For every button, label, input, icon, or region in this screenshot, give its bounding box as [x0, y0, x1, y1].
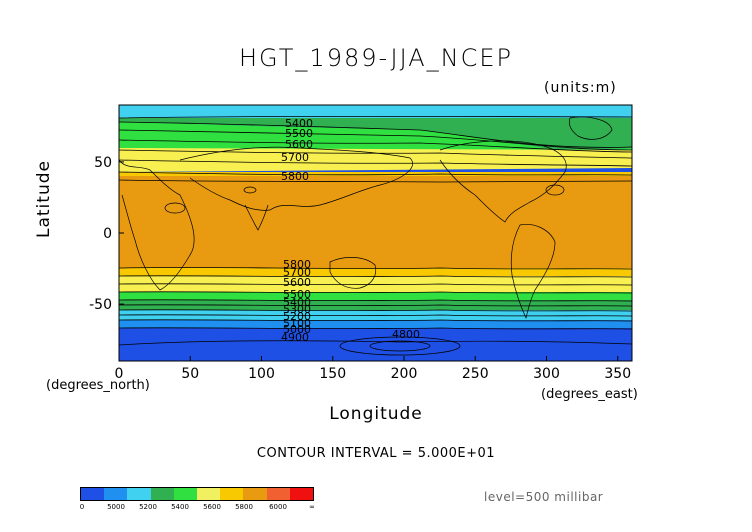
level-label: level=500 millibar: [484, 490, 604, 504]
x-axis-label: Longitude: [329, 404, 423, 424]
x-tick-label: 250: [462, 366, 489, 382]
band-north-yellow: [119, 148, 632, 172]
y-axis-label: Latitude: [34, 160, 54, 238]
x-tick-label: 200: [391, 366, 418, 382]
band-south-cyan: [119, 310, 632, 320]
x-tick-label: 0: [115, 366, 124, 382]
colorbar-segment: [104, 488, 128, 500]
y-tick-label: -50: [89, 297, 112, 313]
band-north-cyan: [119, 105, 632, 118]
colorbar-tick: 5200: [139, 503, 157, 511]
contour-label: 5400: [285, 117, 313, 130]
contour-label: 5600: [285, 138, 313, 151]
contour-lines: [119, 115, 632, 356]
colorbar-tick-labels: 0 5000 5200 5400 5600 5800 6000 ∞: [72, 503, 332, 513]
x-axis-unit-left: (degrees_north): [46, 378, 150, 393]
contour-label: 5000: [283, 323, 311, 336]
y-tick-label: 50: [94, 155, 112, 171]
contour-label: 4900: [281, 331, 309, 344]
contour-label: 5100: [283, 317, 311, 330]
colorbar: [80, 487, 314, 501]
contour-label: 5700: [283, 266, 311, 279]
colorbar-tick: 6000: [269, 503, 287, 511]
coastlines: [119, 116, 632, 346]
x-tick-label: 300: [533, 366, 560, 382]
band-north-lightgreen: [119, 122, 632, 152]
x-tick-label: 50: [181, 366, 199, 382]
map-title: HGT_1989-JJA_NCEP: [238, 44, 514, 72]
colorbar-tick: 5400: [171, 503, 189, 511]
colorbar-tick: 5800: [235, 503, 253, 511]
contour-label: 5800: [283, 258, 311, 271]
contour-label: 5400: [283, 296, 311, 309]
contour-label: 5500: [285, 127, 313, 140]
x-tick-label: 100: [248, 366, 275, 382]
band-tropics-orange: [119, 176, 632, 268]
contour-label: 4800: [392, 328, 420, 341]
contour-label: 5500: [283, 288, 311, 301]
colorbar-tick: 5000: [107, 503, 125, 511]
colorbar-segment: [243, 488, 267, 500]
contour-label: 5800: [281, 170, 309, 183]
colorbar-tick: ∞: [309, 503, 315, 511]
band-south-midblue: [119, 320, 632, 328]
band-south-lightgreen: [119, 292, 632, 300]
x-axis-unit-right: (degrees_east): [541, 387, 638, 402]
contour-label: 5600: [283, 276, 311, 289]
units-label: (units:m): [544, 80, 617, 96]
colorbar-segment: [81, 488, 105, 500]
colorbar-segment: [266, 488, 290, 500]
band-south-yellow: [119, 276, 632, 292]
colorbar-segment: [197, 488, 221, 500]
contour-labels: 5400550056005700580058005700560055005400…: [281, 117, 420, 344]
contour-interval-label: CONTOUR INTERVAL = 5.000E+01: [256, 446, 496, 461]
contour-label: 5700: [281, 151, 309, 164]
y-axis-ticks: 50 0 -50: [89, 155, 124, 313]
colorbar-tick: 5600: [203, 503, 221, 511]
colorbar-segment: [289, 488, 314, 500]
colorbar-segment: [150, 488, 174, 500]
colorbar-segment: [220, 488, 244, 500]
colorbar-segment: [127, 488, 151, 500]
contour-label: 5200: [283, 310, 311, 323]
x-tick-label: 350: [604, 366, 631, 382]
x-axis-ticks: 0 50 100 150 200 250 300 350: [115, 356, 631, 382]
x-tick-label: 150: [319, 366, 346, 382]
colorbar-tick: 0: [79, 503, 85, 511]
colorbar-segment: [173, 488, 198, 500]
y-tick-label: 0: [103, 226, 112, 242]
band-north-green: [119, 118, 632, 150]
band-south-green: [119, 300, 632, 310]
contour-label: 5300: [283, 303, 311, 316]
